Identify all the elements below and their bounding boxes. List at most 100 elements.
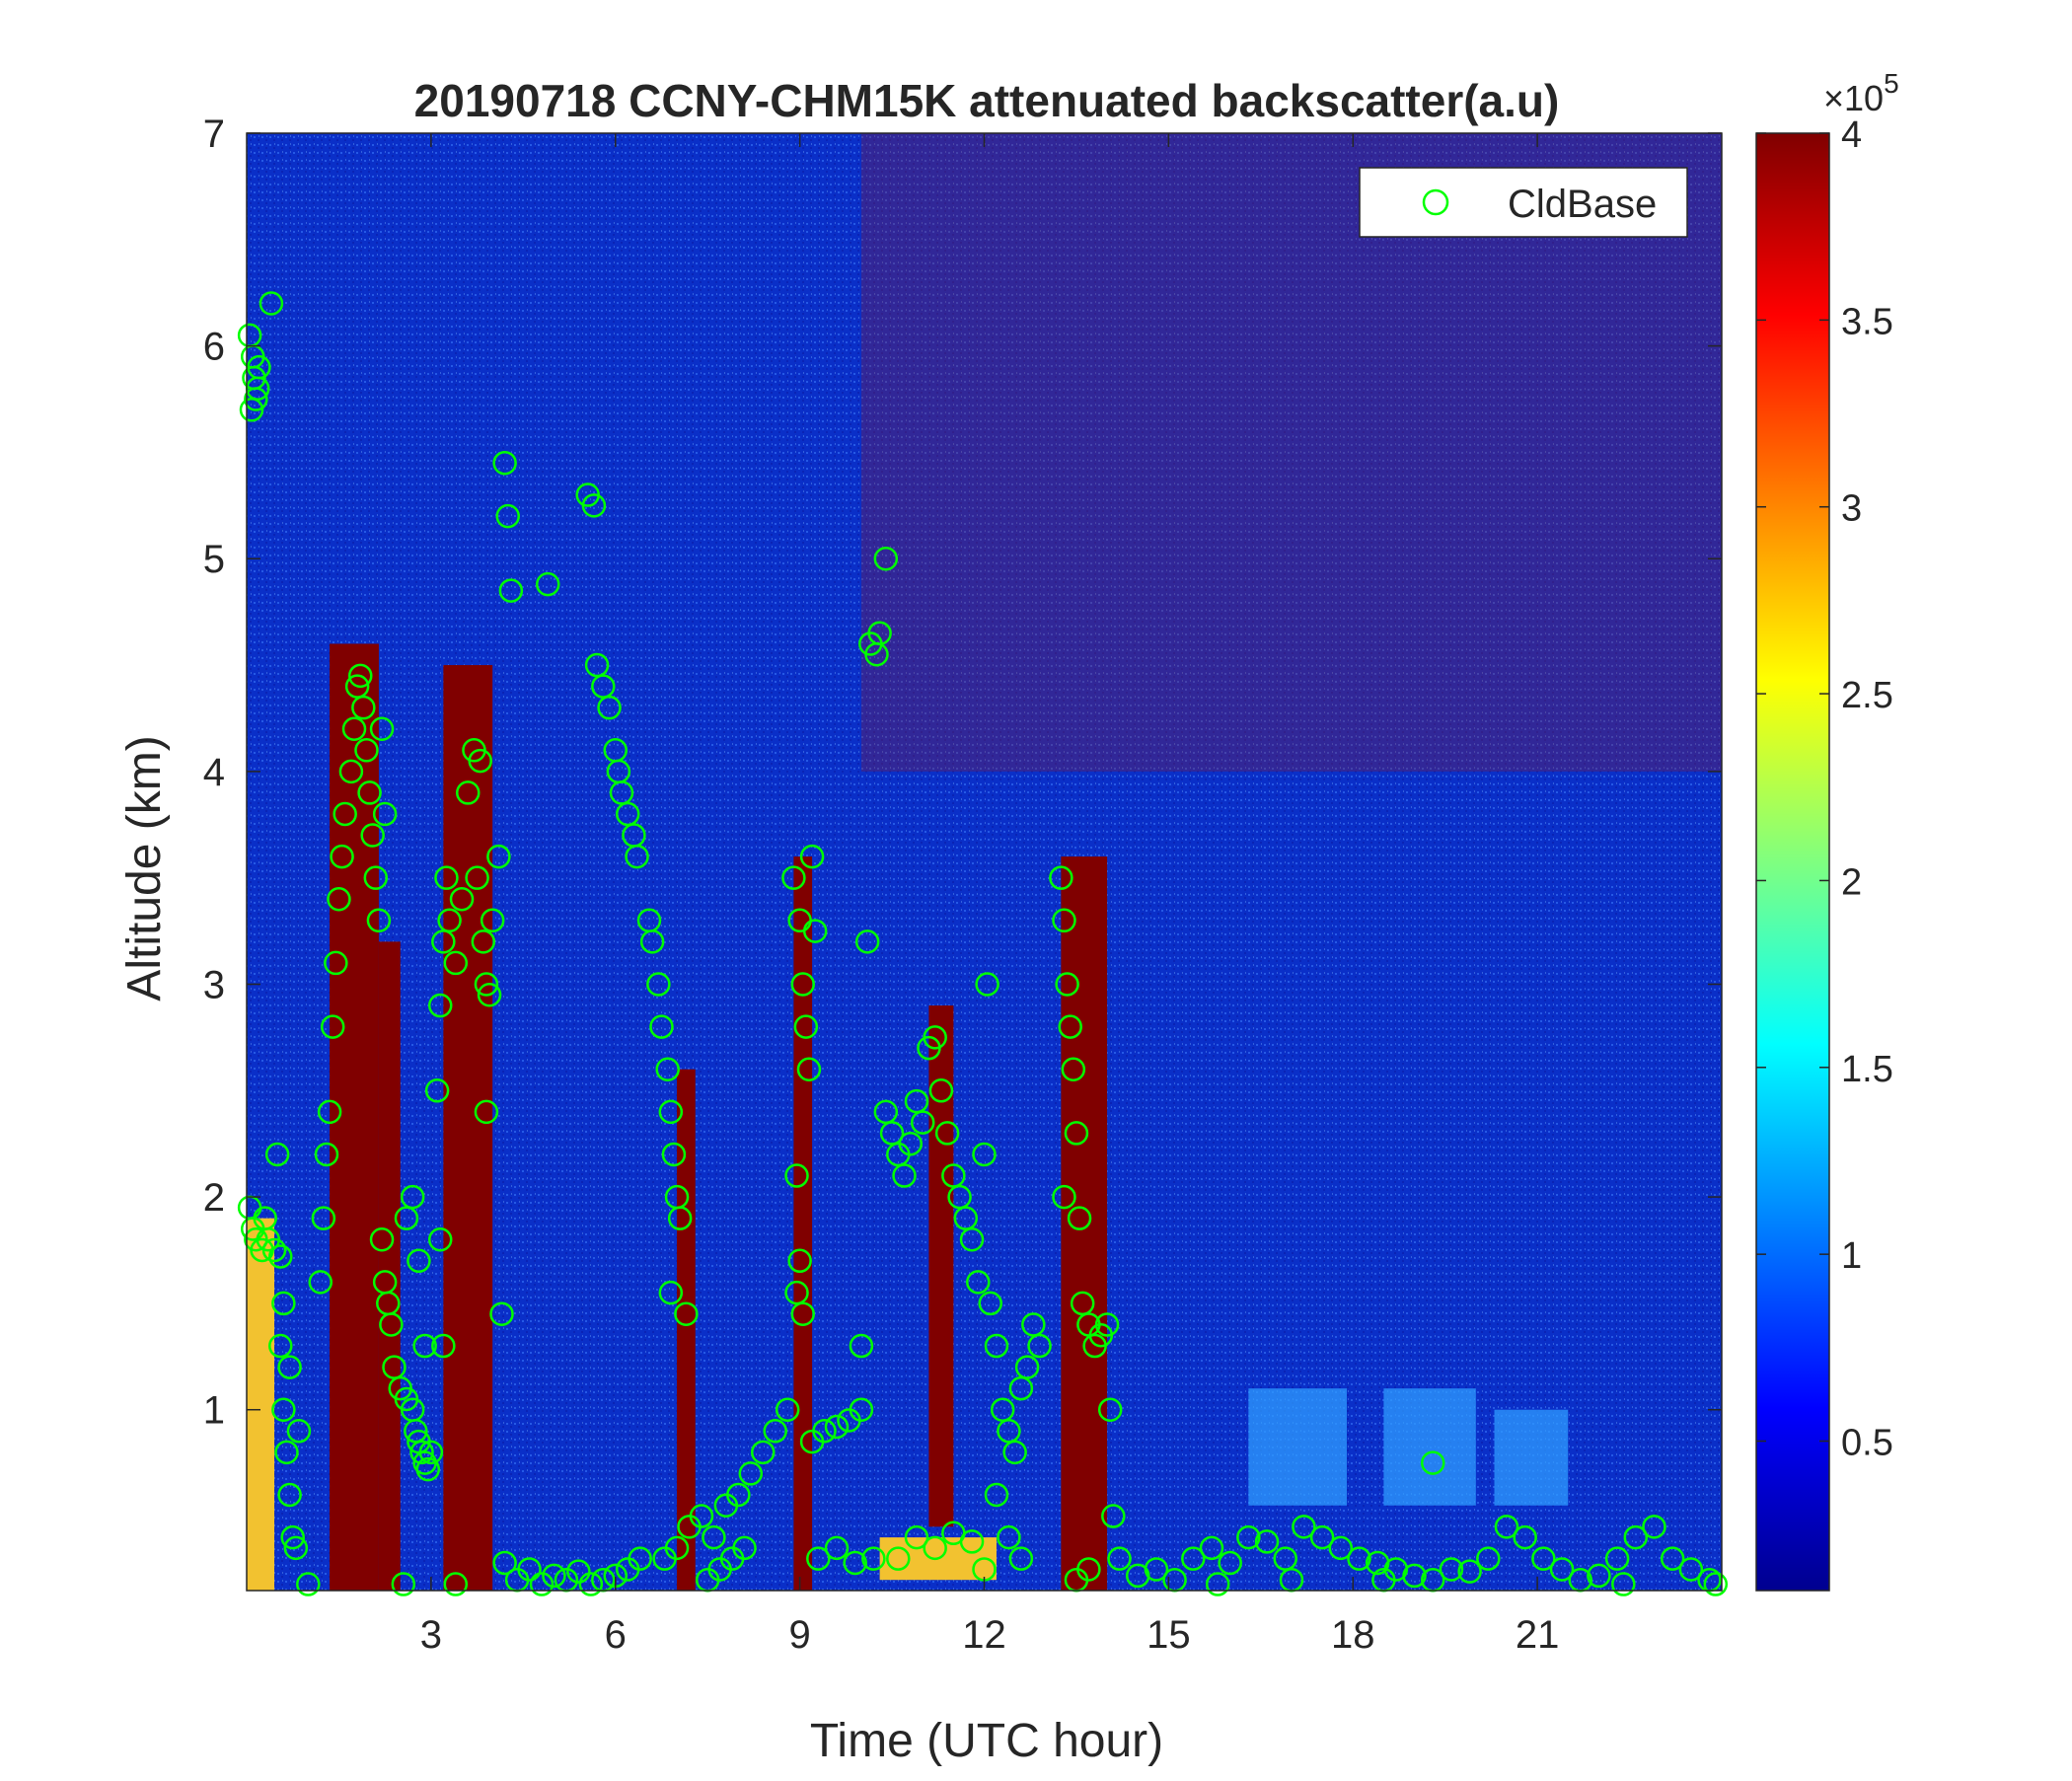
- x-tick-label: 9: [789, 1613, 811, 1657]
- cldbase-point: [280, 1524, 305, 1550]
- cldbase-point: [1002, 1440, 1027, 1465]
- cldbase-point: [997, 1524, 1021, 1550]
- cldbase-point: [1014, 1355, 1040, 1379]
- cldbase-point: [296, 1572, 321, 1596]
- cldbase-point: [904, 1088, 929, 1114]
- cldbase-point: [261, 1237, 287, 1263]
- cldbase-point: [1064, 1121, 1089, 1146]
- cldbase-point: [1101, 1504, 1126, 1528]
- x-axis: 3 6 9 12 15 18 21: [420, 133, 1559, 1657]
- cldbase-point: [327, 886, 351, 912]
- cldbase-point: [584, 652, 610, 678]
- colorbar-ticks: 0.5 1 1.5 2 2.5 3 3.5 4: [1756, 114, 1893, 1464]
- cldbase-point: [751, 1440, 776, 1465]
- cldbase-point: [1097, 1397, 1123, 1422]
- cldbase-point: [597, 695, 622, 720]
- cldbase-point: [394, 1206, 419, 1230]
- cldbase-point: [379, 1312, 404, 1337]
- cldbase-point: [347, 663, 373, 689]
- cldbase-point: [264, 1142, 290, 1167]
- cldbase-point: [1513, 1524, 1537, 1550]
- cldbase-point: [787, 1248, 812, 1274]
- cldbase-point: [732, 1535, 757, 1561]
- cldbase-point: [498, 578, 524, 603]
- cldbase-point: [431, 929, 456, 954]
- cldbase-point: [277, 1482, 302, 1508]
- cldbase-point: [1611, 1572, 1636, 1596]
- colorbar-tick-label: 3.5: [1841, 301, 1893, 342]
- cldbase-point: [1494, 1515, 1519, 1539]
- cldbase-point: [412, 1333, 437, 1359]
- cldbase-point: [333, 801, 357, 827]
- cldbase-point: [274, 1440, 299, 1465]
- cldbase-point: [790, 972, 815, 997]
- cldbase-point: [1058, 1014, 1082, 1039]
- cldbase-point: [372, 801, 398, 827]
- cldbase-point: [843, 1550, 867, 1576]
- cldbase-point: [468, 748, 492, 774]
- colorbar-exponent: ×105: [1823, 68, 1899, 118]
- cldbase-point: [796, 1057, 822, 1081]
- cldbase-point: [1008, 1375, 1034, 1401]
- cldbase-point: [443, 950, 469, 976]
- cldbase-point: [609, 780, 634, 805]
- cldbase-point: [369, 1226, 395, 1252]
- cldbase-point: [1076, 1557, 1101, 1582]
- cldbase-point: [1623, 1524, 1649, 1550]
- colorbar: 0.5 1 1.5 2 2.5 3 3.5 4 ×105: [1755, 68, 1899, 1592]
- cldbase-point: [892, 1163, 917, 1188]
- cldbase-point: [1052, 908, 1076, 933]
- cldbase-point: [366, 908, 392, 933]
- cldbase-point: [812, 1419, 837, 1444]
- cldbase-point: [581, 493, 607, 518]
- cldbase-point: [966, 1270, 991, 1295]
- cldbase-point: [1292, 1515, 1316, 1539]
- cloud-region: [677, 1069, 696, 1591]
- cldbase-point: [873, 546, 899, 571]
- cloud-region: [1248, 1388, 1348, 1506]
- cldbase-point: [495, 503, 520, 529]
- colorbar-tick-label: 4: [1841, 114, 1862, 156]
- cldbase-point: [1439, 1557, 1464, 1582]
- cldbase-point: [400, 1184, 425, 1210]
- cldbase-point: [542, 1563, 566, 1589]
- cldbase-point: [477, 983, 502, 1007]
- cldbase-point: [923, 1535, 947, 1561]
- cldbase-point: [535, 571, 560, 597]
- cldbase-point: [661, 1142, 687, 1167]
- cldbase-point: [474, 972, 499, 997]
- cldbase-point: [268, 1244, 293, 1269]
- cldbase-point: [456, 780, 481, 805]
- cldbase-point: [360, 823, 385, 848]
- cldbase-point: [972, 1142, 997, 1167]
- cldbase-point: [1402, 1563, 1427, 1589]
- cldbase-point: [947, 1184, 972, 1210]
- cldbase-point: [1008, 1546, 1034, 1571]
- cloud-region: [378, 941, 401, 1591]
- cldbase-point: [1457, 1559, 1482, 1584]
- cldbase-point: [1328, 1535, 1354, 1561]
- y-tick-label: 5: [203, 538, 225, 581]
- cldbase-point: [1181, 1546, 1206, 1571]
- colorbar-tick-label: 0.5: [1841, 1423, 1893, 1464]
- cldbase-point: [849, 1397, 874, 1422]
- cldbase-point: [1218, 1550, 1242, 1576]
- legend[interactable]: CldBase: [1359, 167, 1688, 238]
- colorbar-gradient: [1755, 132, 1830, 1592]
- cloud-region: [330, 643, 379, 1591]
- cldbase-point: [308, 1270, 333, 1295]
- cldbase-point: [738, 1461, 764, 1486]
- legend-label: CldBase: [1508, 183, 1657, 226]
- cldbase-point: [311, 1206, 336, 1230]
- cldbase-point: [271, 1291, 296, 1316]
- cldbase-point: [338, 759, 364, 784]
- cldbase-point: [324, 950, 348, 976]
- cldbase-point: [667, 1206, 693, 1230]
- colorbar-tick-label: 3: [1841, 488, 1862, 530]
- cldbase-point: [649, 1014, 674, 1039]
- cldbase-point: [1107, 1546, 1132, 1571]
- y-axis: 1 2 3 4 5 6 7: [203, 112, 1722, 1433]
- cldbase-point: [1052, 1184, 1076, 1210]
- cldbase-point: [354, 738, 379, 763]
- cldbase-point: [941, 1163, 966, 1188]
